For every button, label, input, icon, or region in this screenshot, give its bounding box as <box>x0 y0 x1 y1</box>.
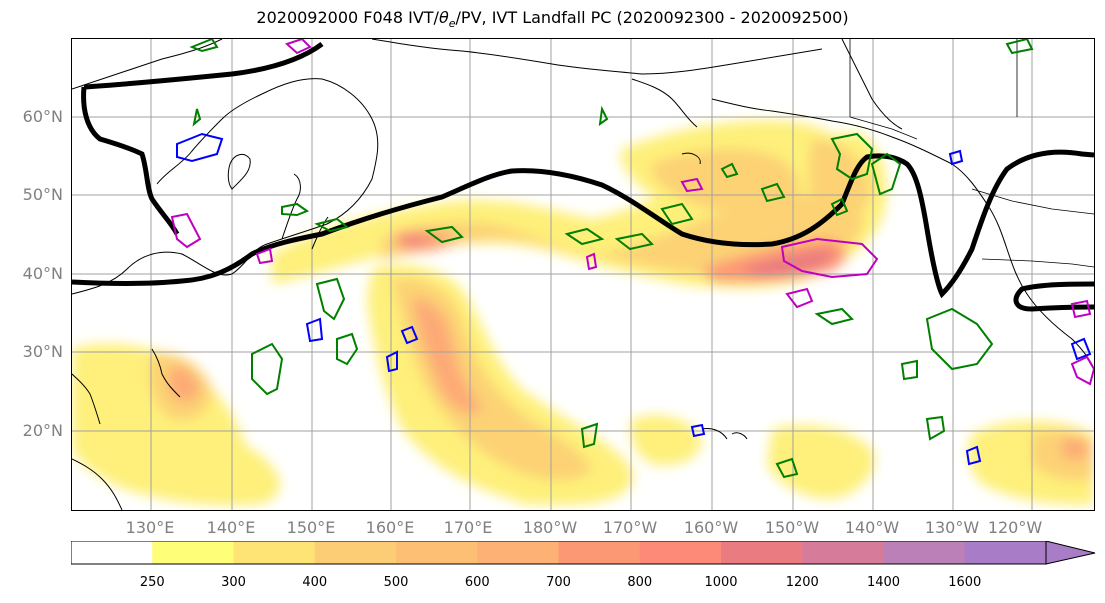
colorbar-tick-label: 400 <box>302 575 328 590</box>
colorbar-extend-arrow <box>1045 541 1096 565</box>
lon-label-140w: 140°W <box>844 518 900 537</box>
ivt-map <box>71 38 1095 511</box>
lon-label-120w: 120°W <box>987 518 1043 537</box>
colorbar-tick-label: 500 <box>383 575 409 590</box>
colorbar-tick-label: 800 <box>627 575 653 590</box>
ivt-map-svg <box>72 39 1094 510</box>
lon-label-140e: 140°E <box>206 518 256 537</box>
lon-label-150e: 150°E <box>286 518 336 537</box>
lat-label-50n: 50°N <box>22 185 63 204</box>
coastlines <box>72 39 1094 510</box>
lon-label-170e: 170°E <box>443 518 493 537</box>
colorbar-segment <box>233 541 316 564</box>
lon-label-160w: 160°W <box>683 518 739 537</box>
theta-e-contours <box>189 39 1034 479</box>
colorbar-tick-label: 1200 <box>785 575 819 590</box>
lat-label-20n: 20°N <box>22 421 63 440</box>
lon-label-130w: 130°W <box>924 518 980 537</box>
lon-label-150w: 150°W <box>764 518 820 537</box>
colorbar-tick-label: 1600 <box>948 575 982 590</box>
lat-label-60n: 60°N <box>22 107 63 126</box>
lon-label-170w: 170°W <box>602 518 658 537</box>
colorbar-segment <box>639 541 722 564</box>
colorbar-tick-label: 600 <box>464 575 490 590</box>
pv-blue-contours <box>176 132 1092 466</box>
colorbar-tick-label: 250 <box>139 575 165 590</box>
colorbar-segment <box>152 541 234 564</box>
lat-label-30n: 30°N <box>22 342 63 361</box>
colorbar-segment <box>396 541 478 564</box>
pc-contour <box>72 41 1094 312</box>
colorbar-segment <box>802 541 884 564</box>
colorbar-tick-label: 1000 <box>704 575 738 590</box>
map-title: 2020092000 F048 IVT/θe/PV, IVT Landfall … <box>256 8 849 31</box>
ivt-colorbar <box>71 541 1096 565</box>
colorbar-tick-label: 300 <box>221 575 246 590</box>
graticule <box>72 39 1094 510</box>
colorbar-tick-label: 700 <box>546 575 571 590</box>
colorbar-segment <box>71 541 153 564</box>
ivt-shading <box>72 120 1094 506</box>
pv-magenta-contours <box>170 39 1094 386</box>
lon-label-160e: 160°E <box>365 518 415 537</box>
lon-label-130e: 130°E <box>125 518 175 537</box>
lat-label-40n: 40°N <box>22 264 63 283</box>
colorbar-segment <box>558 541 641 564</box>
colorbar-tick-label: 1400 <box>866 575 901 590</box>
colorbar-segment <box>477 541 559 564</box>
colorbar-segment <box>721 541 803 564</box>
colorbar-segment <box>883 541 966 564</box>
colorbar-segment <box>964 541 1047 564</box>
colorbar-segment <box>314 541 397 564</box>
lon-label-180w: 180°W <box>522 518 578 537</box>
